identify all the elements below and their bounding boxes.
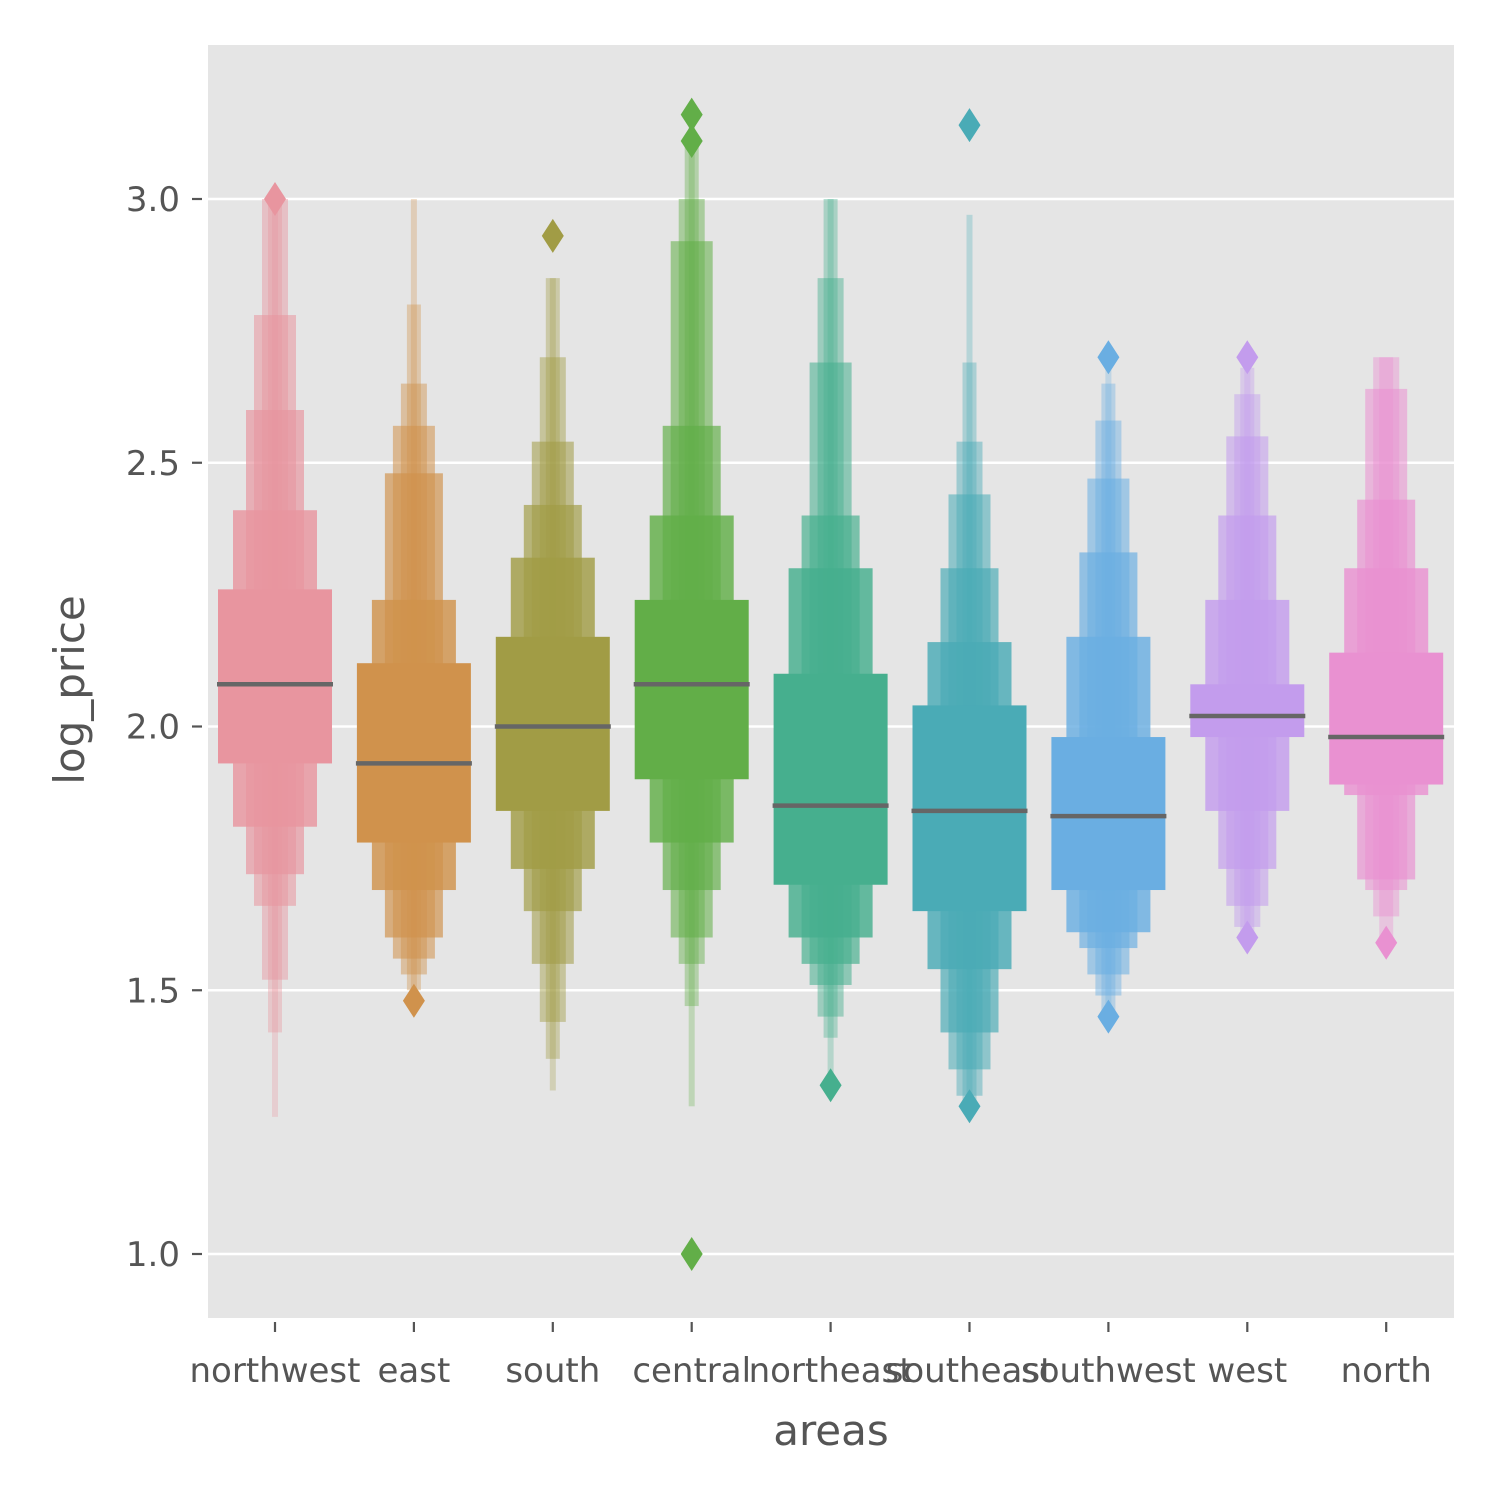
boxen-box xyxy=(1190,684,1305,738)
x-axis-label: areas xyxy=(773,1406,889,1455)
y-tick-label: 1.0 xyxy=(126,1235,180,1275)
series-southwest xyxy=(1050,340,1167,1034)
series-east xyxy=(355,199,472,1018)
boxen-box xyxy=(1051,737,1166,891)
boxen-box xyxy=(1329,652,1444,785)
series-west xyxy=(1189,340,1306,955)
y-tick-label: 2.5 xyxy=(126,444,180,484)
x-tick-label: south xyxy=(505,1351,600,1391)
outlier-marker xyxy=(402,983,425,1018)
outlier-marker xyxy=(958,1089,981,1124)
x-tick-label: northeast xyxy=(749,1351,913,1391)
outlier-marker xyxy=(680,1237,703,1271)
outlier-marker xyxy=(541,218,564,253)
y-tick-label: 3.0 xyxy=(126,180,180,220)
outlier-marker xyxy=(819,1068,842,1103)
x-tick-label: central xyxy=(632,1351,751,1391)
series-north xyxy=(1328,357,1445,960)
outlier-marker xyxy=(958,108,981,143)
boxen-box xyxy=(495,636,610,811)
x-tick-label: southeast xyxy=(886,1351,1054,1391)
x-axis: northwest east south centralnortheastsouthe… xyxy=(190,1322,1432,1391)
y-axis-label: log_price xyxy=(45,595,94,785)
series-central xyxy=(633,97,750,1271)
series-south xyxy=(494,218,611,1091)
x-tick-label: west xyxy=(1207,1351,1287,1391)
outlier-marker xyxy=(264,182,286,216)
outlier-marker xyxy=(680,123,703,158)
boxen-box xyxy=(634,599,749,780)
boxen-box xyxy=(356,663,471,843)
y-axis: 1.0 1.5 2.0 2.5 3.0 xyxy=(126,180,202,1275)
outlier-marker xyxy=(1097,340,1120,375)
outlier-marker xyxy=(1375,925,1398,960)
boxen-series xyxy=(217,97,1445,1271)
x-tick-label: southwest xyxy=(1021,1351,1196,1391)
y-tick-label: 1.5 xyxy=(126,971,180,1011)
x-tick-label: northwest xyxy=(190,1351,361,1391)
boxen-box xyxy=(218,589,332,764)
series-northeast xyxy=(772,199,889,1103)
outlier-marker xyxy=(1236,340,1259,375)
outlier-marker xyxy=(680,97,703,132)
outlier-marker xyxy=(1236,920,1259,955)
series-northwest xyxy=(217,182,333,1117)
outlier-marker xyxy=(1097,999,1120,1034)
x-tick-label: east xyxy=(377,1351,450,1391)
boxen-box xyxy=(773,673,888,885)
y-tick-label: 2.0 xyxy=(126,708,180,748)
boxen-box xyxy=(912,705,1027,912)
x-tick-label: north xyxy=(1341,1351,1432,1391)
series-southeast xyxy=(911,108,1028,1124)
